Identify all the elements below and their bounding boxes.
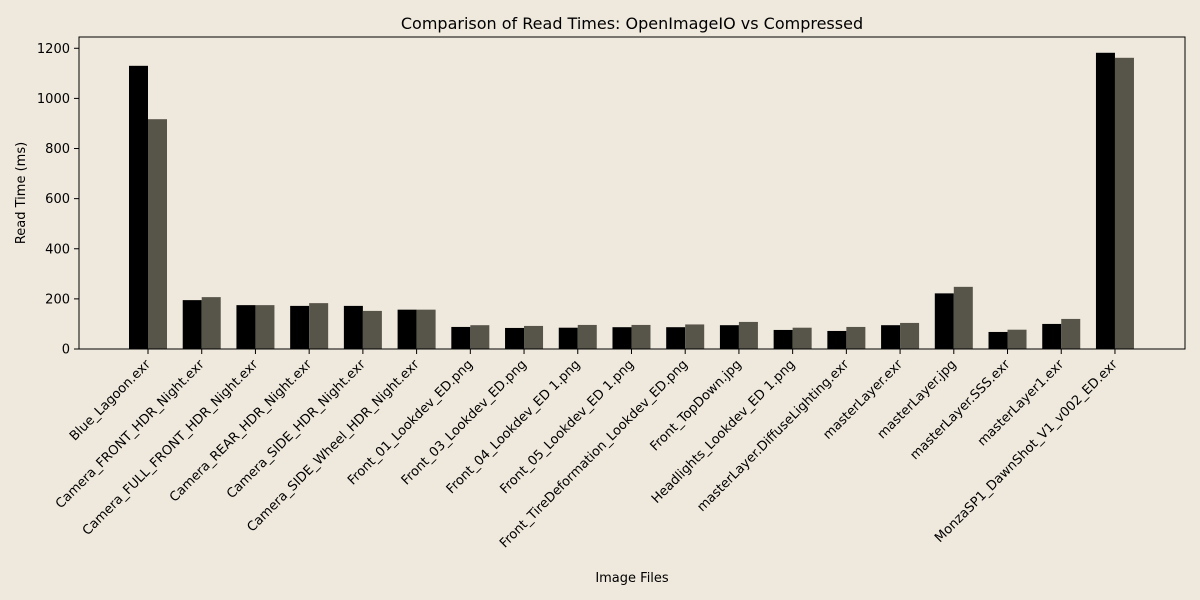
bar-series2-2 (255, 305, 275, 349)
bar-series1-0 (129, 65, 148, 349)
bar-series1-9 (612, 327, 632, 349)
bar-series1-1 (182, 300, 202, 349)
bar-series1-14 (881, 325, 901, 349)
bar-series2-11 (738, 321, 758, 349)
x-category-label: Front_TireDeformation_Lookdev_ED.png (497, 357, 691, 551)
bar-series2-14 (900, 322, 920, 349)
y-tick-label: 400 (45, 242, 70, 257)
bars-group (129, 52, 1134, 350)
bar-series1-17 (1042, 323, 1062, 349)
bar-series2-16 (1007, 329, 1027, 349)
bar-series1-11 (719, 325, 739, 349)
y-tick-label: 600 (45, 192, 70, 207)
bar-series2-9 (631, 324, 651, 349)
bar-series2-15 (953, 286, 973, 349)
bar-series1-7 (505, 327, 525, 349)
bar-series2-1 (201, 297, 221, 349)
y-tick-label: 200 (45, 292, 70, 307)
bar-series1-12 (773, 329, 793, 349)
x-axis-label: Image Files (595, 571, 669, 586)
x-axis: Blue_Lagoon.exrCamera_FRONT_HDR_Night.ex… (53, 349, 1121, 551)
bar-series2-17 (1061, 318, 1081, 349)
x-category-label: masterLayer.SSS.exr (907, 357, 1013, 463)
x-category-label: MonzaSP1_DawnShot_V1_v002_ED.exr (932, 357, 1121, 546)
y-axis: 0 200 400 600 800 1000 1200 (37, 42, 79, 358)
bar-series1-3 (290, 305, 310, 349)
bar-series2-12 (792, 327, 812, 349)
bar-series1-6 (451, 326, 471, 349)
y-tick-label: 0 (62, 343, 70, 358)
bar-series2-13 (846, 326, 866, 349)
bar-series2-18 (1114, 57, 1134, 350)
bar-series2-3 (309, 303, 329, 349)
y-axis-label: Read Time (ms) (14, 142, 29, 244)
bar-series2-0 (148, 119, 167, 349)
bar-series2-6 (470, 325, 490, 349)
bar-series2-4 (362, 310, 382, 349)
bar-series1-10 (666, 327, 686, 349)
bar-series1-5 (397, 309, 417, 349)
bar-series1-8 (558, 327, 578, 349)
bar-series2-10 (685, 324, 705, 349)
bar-series1-13 (827, 330, 847, 349)
chart-title: Comparison of Read Times: OpenImageIO vs… (401, 14, 863, 33)
bar-series1-4 (343, 305, 363, 349)
y-tick-label: 800 (45, 142, 70, 157)
y-tick-label: 1000 (37, 92, 70, 107)
bar-series1-15 (934, 293, 954, 349)
bar-series2-5 (416, 309, 436, 349)
bar-series2-7 (524, 325, 544, 349)
bar-series2-8 (577, 324, 597, 349)
bar-series1-18 (1095, 52, 1115, 349)
plot-frame (78, 36, 1186, 350)
bar-series1-2 (236, 305, 256, 349)
x-category-label: Front_TopDown.jpg (648, 357, 745, 454)
bar-series1-16 (988, 331, 1008, 349)
y-tick-label: 1200 (37, 42, 70, 57)
